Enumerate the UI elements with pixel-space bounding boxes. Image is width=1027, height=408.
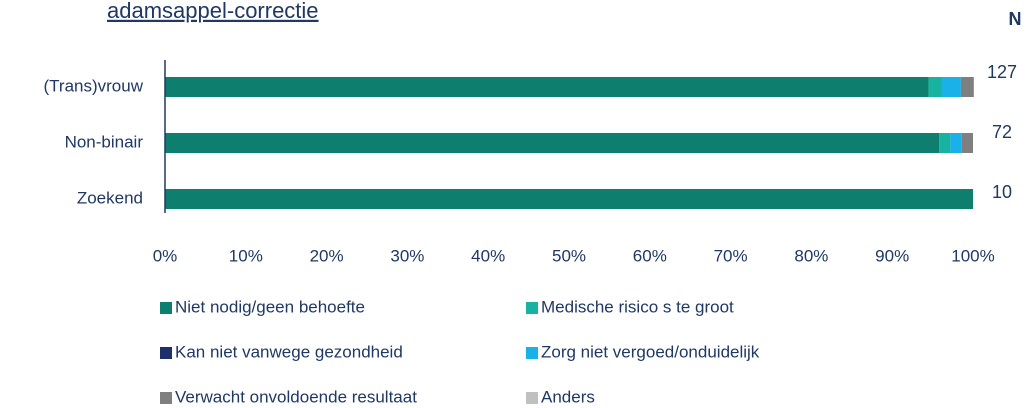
legend-swatch (160, 302, 172, 314)
x-tick-label: 20% (310, 246, 344, 265)
x-tick-label: 40% (471, 246, 505, 265)
y-tick-label: (Trans)vrouw (44, 76, 144, 95)
bar-segment (939, 133, 951, 153)
x-tick-label: 100% (951, 246, 994, 265)
bar-segment (928, 77, 942, 97)
legend-label: Medische risico s te groot (541, 297, 734, 316)
x-tick-label: 10% (229, 246, 263, 265)
legend-label: Kan niet vanwege gezondheid (175, 342, 403, 361)
y-tick-label: Non-binair (65, 132, 144, 151)
legend-label: Anders (541, 387, 595, 406)
legend-label: Verwacht onvoldoende resultaat (175, 387, 417, 406)
bar-segment (165, 133, 940, 153)
legend-swatch (526, 347, 538, 359)
legend-swatch (160, 392, 172, 404)
x-tick-label: 30% (390, 246, 424, 265)
bar-segment (165, 189, 973, 209)
legend-swatch (160, 347, 172, 359)
legend-label: Zorg niet vergoed/onduidelijk (541, 342, 760, 361)
chart-title: adamsappel-correctie (107, 0, 319, 23)
y-tick-label: Zoekend (77, 188, 143, 207)
n-value: 127 (987, 62, 1017, 82)
x-tick-label: 60% (633, 246, 667, 265)
bar-segment (960, 77, 974, 97)
x-tick-label: 80% (794, 246, 828, 265)
n-header: N (1009, 9, 1022, 29)
bar-segment (165, 77, 929, 97)
bar-segment (961, 133, 973, 153)
legend-swatch (526, 302, 538, 314)
n-value: 72 (992, 122, 1012, 142)
legend-swatch (526, 392, 538, 404)
bar-segment (950, 133, 962, 153)
x-tick-label: 90% (875, 246, 909, 265)
n-value: 10 (992, 182, 1012, 202)
x-tick-label: 70% (714, 246, 748, 265)
legend-label: Niet nodig/geen behoefte (175, 297, 365, 316)
bar-segment (941, 77, 961, 97)
x-tick-label: 0% (153, 246, 178, 265)
x-tick-label: 50% (552, 246, 586, 265)
